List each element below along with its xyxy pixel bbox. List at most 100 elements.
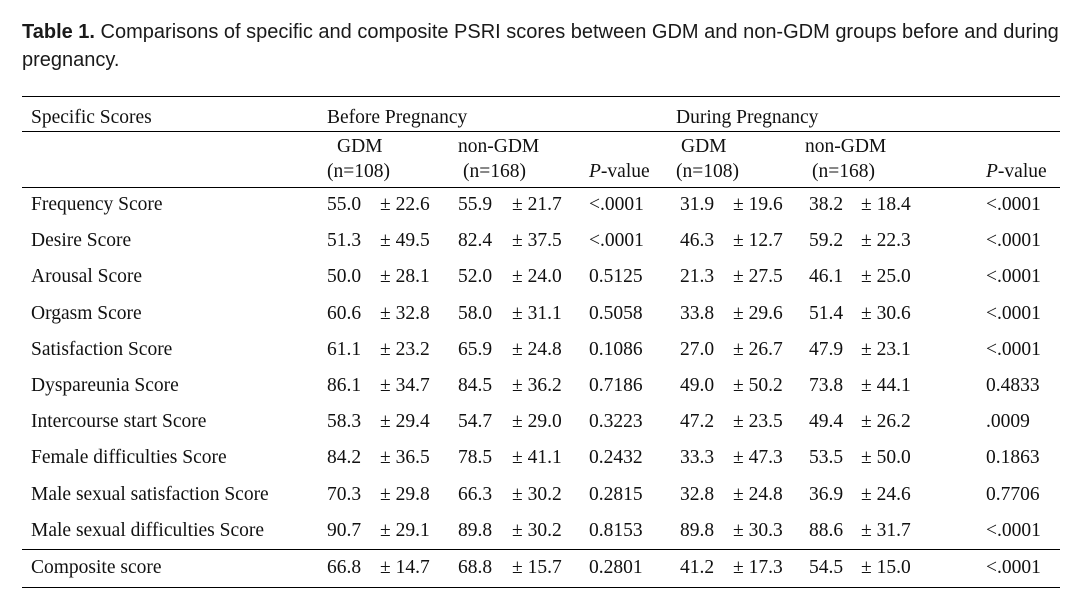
row-label: Frequency Score: [31, 194, 163, 215]
before-gdm-mean: 61.1: [327, 338, 362, 360]
during-p-value: 0.7706: [986, 483, 1040, 505]
before-gdm-sd: ± 32.8: [380, 302, 430, 324]
before-gdm-sd: ± 49.5: [380, 230, 430, 252]
during-gdm-sd: ± 29.6: [733, 302, 783, 324]
during-gdm-sd: ± 30.3: [733, 519, 783, 541]
during-p-value: <.0001: [986, 194, 1041, 215]
before-p-value: 0.2432: [589, 447, 643, 469]
during-gdm-mean: 31.9: [680, 194, 715, 215]
before-non-gdm-sd: ± 36.2: [512, 375, 562, 396]
before-p-value: 0.1086: [589, 338, 643, 360]
during-non-gdm-mean: 53.5: [809, 447, 844, 469]
before-gdm-sd: ± 29.1: [380, 519, 430, 541]
before-p-value: 0.5058: [589, 302, 643, 324]
during-gdm-sd: ± 50.2: [733, 375, 783, 396]
during-gdm-sd: ± 24.8: [733, 483, 783, 505]
before-non-gdm-mean: 89.8: [458, 519, 493, 541]
during-p-value: <.0001: [986, 338, 1041, 360]
during-non-gdm-mean: 36.9: [809, 483, 844, 505]
during-p-value: <.0001: [986, 302, 1041, 324]
row-label: Satisfaction Score: [31, 338, 173, 360]
during-gdm-mean: 32.8: [680, 483, 715, 505]
during-gdm-mean: 46.3: [680, 230, 715, 252]
during-p-value: <.0001: [986, 230, 1041, 252]
during-non-gdm-sd: ± 22.3: [861, 230, 911, 252]
before-gdm-sd: ± 28.1: [380, 266, 430, 288]
during-non-gdm-sd: ± 25.0: [861, 266, 911, 288]
during-gdm-mean: 41.2: [680, 557, 715, 578]
header-during-pregnancy: During Pregnancy: [676, 107, 819, 128]
header-during-non-gdm: non-GDM: [805, 136, 887, 157]
during-gdm-mean: 47.2: [680, 411, 715, 433]
during-gdm-sd: ± 19.6: [733, 194, 783, 215]
header-before-gdm: GDM: [337, 136, 383, 157]
during-gdm-mean: 33.8: [680, 302, 715, 324]
p-italic: P: [589, 161, 601, 182]
during-non-gdm-mean: 47.9: [809, 338, 844, 360]
header-during-p-value: P-value: [986, 161, 1047, 183]
during-non-gdm-sd: ± 15.0: [861, 557, 911, 578]
during-non-gdm-mean: 88.6: [809, 519, 844, 541]
during-non-gdm-sd: ± 30.6: [861, 302, 911, 324]
during-non-gdm-mean: 49.4: [809, 411, 844, 433]
before-p-value: 0.2801: [589, 557, 643, 578]
before-non-gdm-sd: ± 29.0: [512, 411, 562, 433]
header-during-n-non-gdm: (n=168): [812, 161, 875, 182]
during-p-value: 0.4833: [986, 375, 1040, 396]
before-gdm-sd: ± 34.7: [380, 375, 430, 396]
before-gdm-mean: 58.3: [327, 411, 362, 433]
before-gdm-mean: 60.6: [327, 302, 362, 324]
before-non-gdm-sd: ± 37.5: [512, 230, 562, 252]
during-non-gdm-mean: 59.2: [809, 230, 844, 252]
row-label: Male sexual satisfaction Score: [31, 483, 269, 505]
during-p-value: <.0001: [986, 519, 1041, 541]
before-p-value: <.0001: [589, 230, 644, 252]
before-p-value: 0.2815: [589, 483, 643, 505]
header-before-n-gdm: (n=108): [327, 161, 390, 182]
table-caption-text: Comparisons of specific and composite PS…: [22, 21, 1059, 71]
before-p-value: 0.7186: [589, 375, 643, 396]
before-non-gdm-mean: 65.9: [458, 338, 493, 360]
before-non-gdm-mean: 68.8: [458, 557, 493, 578]
composite-top-rule: [22, 549, 1060, 550]
during-non-gdm-sd: ± 26.2: [861, 411, 911, 433]
before-non-gdm-sd: ± 24.0: [512, 266, 562, 288]
before-non-gdm-mean: 54.7: [458, 411, 493, 433]
row-label: Intercourse start Score: [31, 411, 207, 433]
before-non-gdm-sd: ± 21.7: [512, 194, 562, 215]
during-p-value: <.0001: [986, 266, 1041, 288]
header-specific-scores: Specific Scores: [31, 107, 152, 128]
during-non-gdm-mean: 46.1: [809, 266, 844, 288]
header-divider: [22, 131, 1060, 132]
p-italic: P: [986, 161, 998, 182]
header-before-non-gdm: non-GDM: [458, 136, 540, 157]
during-gdm-sd: ± 12.7: [733, 230, 783, 252]
before-p-value: 0.8153: [589, 519, 643, 541]
before-gdm-mean: 86.1: [327, 375, 362, 396]
during-gdm-mean: 89.8: [680, 519, 715, 541]
during-non-gdm-mean: 54.5: [809, 557, 844, 578]
before-gdm-sd: ± 29.8: [380, 483, 430, 505]
before-non-gdm-mean: 82.4: [458, 230, 493, 252]
table-caption-label: Table 1.: [22, 21, 95, 43]
header-before-n-non-gdm: (n=168): [463, 161, 526, 182]
p-rest: -value: [600, 161, 650, 182]
before-non-gdm-mean: 58.0: [458, 302, 493, 324]
row-label: Composite score: [31, 557, 162, 578]
row-label: Arousal Score: [31, 266, 143, 288]
row-label: Male sexual difficulties Score: [31, 519, 265, 541]
before-non-gdm-mean: 78.5: [458, 447, 493, 469]
before-gdm-mean: 70.3: [327, 483, 362, 505]
before-p-value: <.0001: [589, 194, 644, 215]
before-non-gdm-sd: ± 41.1: [512, 447, 562, 469]
before-gdm-sd: ± 14.7: [380, 557, 430, 578]
during-non-gdm-mean: 51.4: [809, 302, 844, 324]
before-gdm-mean: 50.0: [327, 266, 362, 288]
during-gdm-mean: 21.3: [680, 266, 715, 288]
before-p-value: 0.5125: [589, 266, 643, 288]
during-non-gdm-sd: ± 31.7: [861, 519, 911, 541]
during-non-gdm-sd: ± 50.0: [861, 447, 911, 469]
before-non-gdm-sd: ± 30.2: [512, 519, 562, 541]
during-p-value: 0.1863: [986, 447, 1040, 469]
before-gdm-mean: 84.2: [327, 447, 362, 469]
